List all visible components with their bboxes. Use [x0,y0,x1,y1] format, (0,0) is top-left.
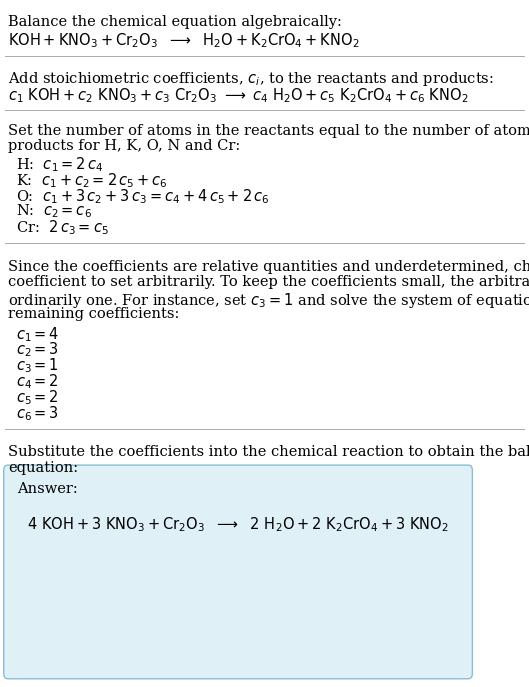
Text: $c_6 = 3$: $c_6 = 3$ [16,404,59,423]
Text: Since the coefficients are relative quantities and underdetermined, choose a: Since the coefficients are relative quan… [8,260,529,273]
Text: Balance the chemical equation algebraically:: Balance the chemical equation algebraica… [8,15,342,29]
Text: $c_3 = 1$: $c_3 = 1$ [16,357,59,375]
Text: N:  $c_2 = c_6$: N: $c_2 = c_6$ [16,203,92,221]
Text: $c_1 = 4$: $c_1 = 4$ [16,325,59,344]
Text: Answer:: Answer: [17,482,78,496]
Text: Set the number of atoms in the reactants equal to the number of atoms in the: Set the number of atoms in the reactants… [8,124,529,137]
Text: Substitute the coefficients into the chemical reaction to obtain the balanced: Substitute the coefficients into the che… [8,445,529,459]
Text: O:  $c_1 + 3\,c_2 + 3\,c_3 = c_4 + 4\,c_5 + 2\,c_6$: O: $c_1 + 3\,c_2 + 3\,c_3 = c_4 + 4\,c_5… [16,187,269,205]
Text: coefficient to set arbitrarily. To keep the coefficients small, the arbitrary va: coefficient to set arbitrarily. To keep … [8,275,529,289]
Text: H:  $c_1 = 2\,c_4$: H: $c_1 = 2\,c_4$ [16,155,104,174]
FancyBboxPatch shape [4,465,472,679]
Text: Cr:  $2\,c_3 = c_5$: Cr: $2\,c_3 = c_5$ [16,218,108,237]
Text: products for H, K, O, N and Cr:: products for H, K, O, N and Cr: [8,139,240,153]
Text: $c_1\ \mathrm{KOH} + c_2\ \mathrm{KNO_3} + c_3\ \mathrm{Cr_2O_3}$$\ \longrightar: $c_1\ \mathrm{KOH} + c_2\ \mathrm{KNO_3}… [8,86,469,104]
Text: $\mathrm{KOH + KNO_3 + Cr_2O_3}$$\ \ \longrightarrow\ \ $$\mathrm{H_2O + K_2CrO_: $\mathrm{KOH + KNO_3 + Cr_2O_3}$$\ \ \lo… [8,31,359,49]
Text: K:  $c_1 + c_2 = 2\,c_5 + c_6$: K: $c_1 + c_2 = 2\,c_5 + c_6$ [16,171,168,190]
Text: Add stoichiometric coefficients, $c_i$, to the reactants and products:: Add stoichiometric coefficients, $c_i$, … [8,70,494,88]
Text: $4\ \mathrm{KOH} + 3\ \mathrm{KNO_3} + \mathrm{Cr_2O_3}$$\ \ \longrightarrow\ \ : $4\ \mathrm{KOH} + 3\ \mathrm{KNO_3} + \… [27,515,449,534]
Text: equation:: equation: [8,461,78,475]
Text: $c_5 = 2$: $c_5 = 2$ [16,388,59,407]
Text: remaining coefficients:: remaining coefficients: [8,307,179,321]
Text: $c_2 = 3$: $c_2 = 3$ [16,341,59,359]
Text: ordinarily one. For instance, set $c_3 = 1$ and solve the system of equations fo: ordinarily one. For instance, set $c_3 =… [8,291,529,311]
Text: $c_4 = 2$: $c_4 = 2$ [16,372,59,391]
